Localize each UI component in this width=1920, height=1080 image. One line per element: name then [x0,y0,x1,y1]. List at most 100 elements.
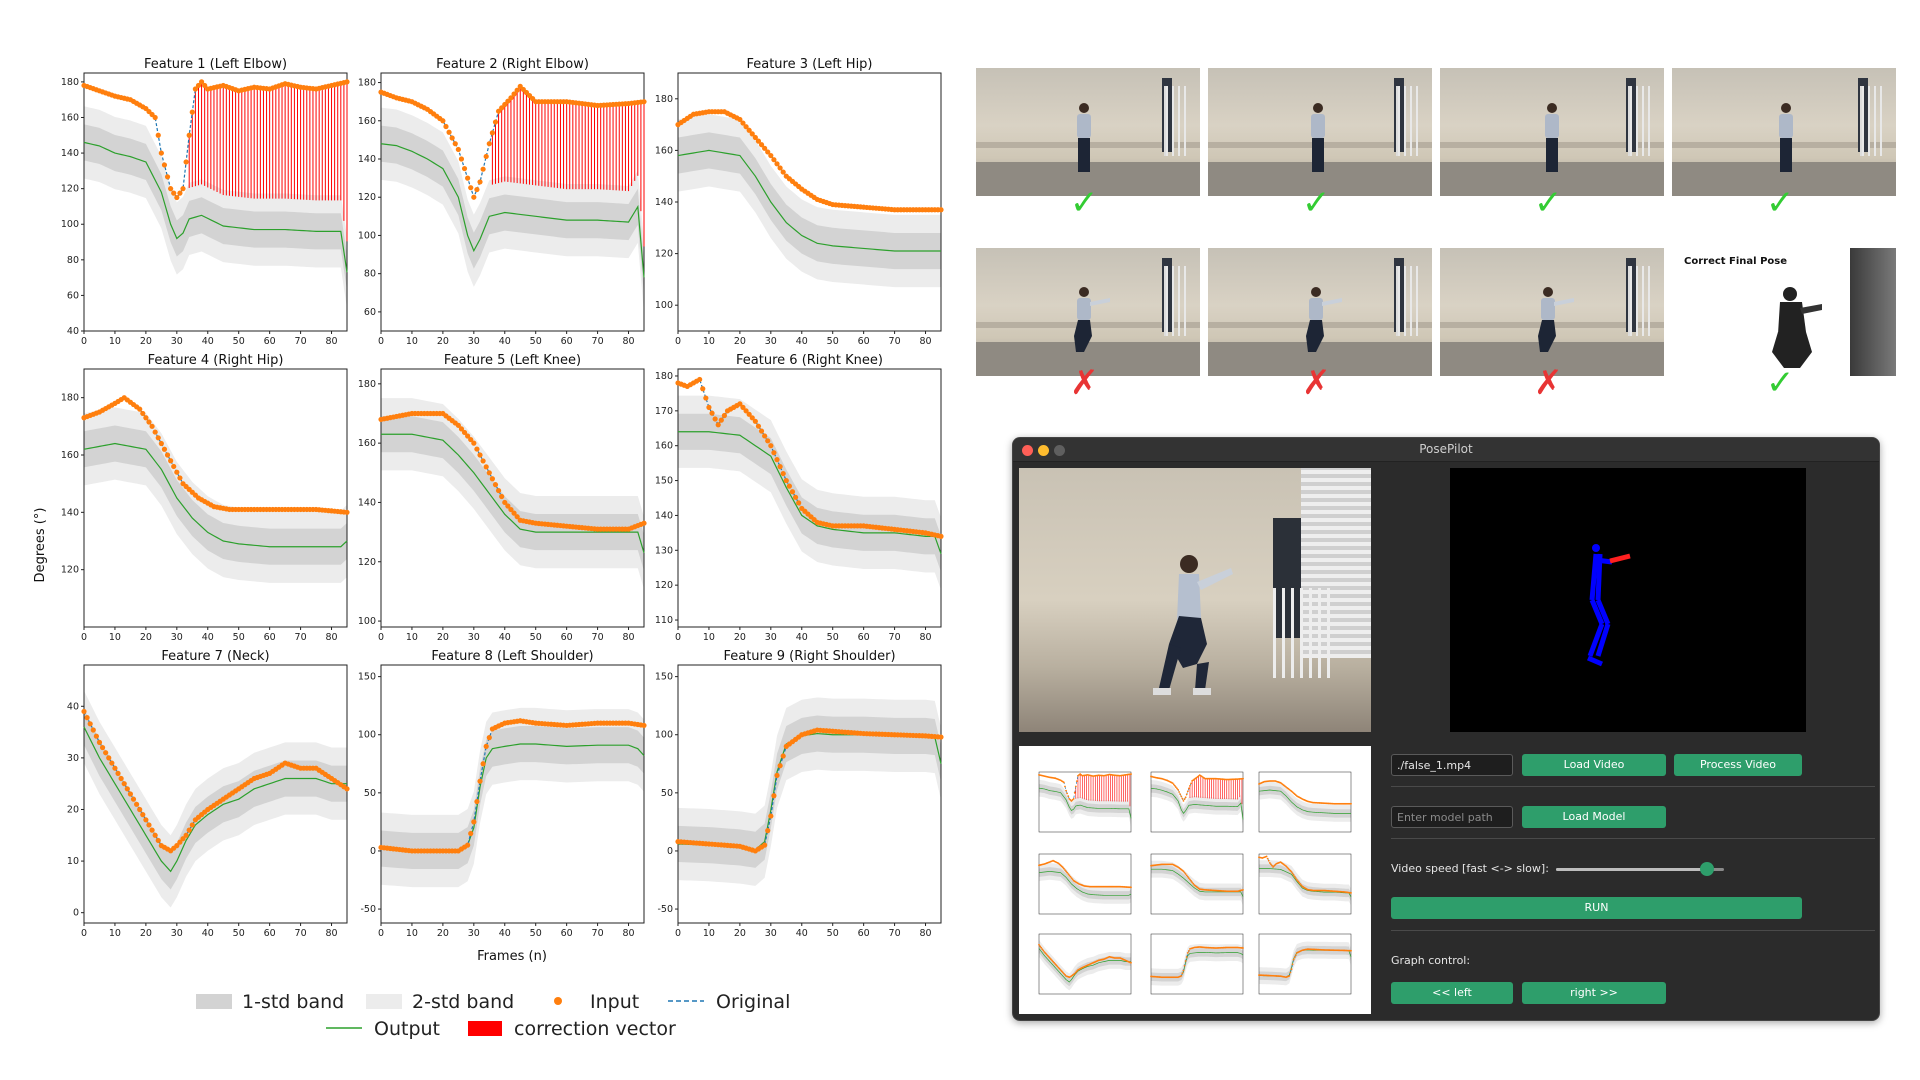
input-point [127,791,134,797]
input-point [1177,788,1179,791]
video-path-input[interactable] [1391,754,1513,776]
input-point [762,433,768,439]
posepilot-window: PosePilot [1012,437,1880,1021]
y-tick-label: 140 [655,510,673,521]
input-point [1186,790,1189,793]
input-point [1066,871,1069,874]
x-tick-label: 20 [734,632,746,643]
input-point [1294,877,1297,880]
plot-frame [677,368,942,628]
x-tick-label: 0 [378,928,384,939]
input-point [477,179,483,185]
y-tick-label: 140 [358,154,376,165]
check-icon: ✓ [1766,183,1795,223]
load-model-button[interactable]: Load Model [1522,806,1666,828]
input-point [1050,958,1052,961]
input-point [740,120,746,126]
x-tick-label: 20 [140,336,152,347]
input-point [1289,971,1292,974]
x-tick-label: 80 [325,336,337,347]
input-point [143,415,149,421]
input-point [112,765,118,771]
video-speed-slider[interactable] [1556,862,1724,876]
x-tick-label: 70 [889,336,901,347]
input-point [1180,795,1183,798]
input-point [749,131,755,137]
input-point [1176,787,1178,790]
right-button[interactable]: right >> [1522,982,1666,1004]
input-point [1180,974,1183,977]
input-point [109,760,115,766]
y-tick-label: 100 [655,730,673,741]
input-point [171,190,177,196]
std1-band [678,715,941,868]
skeleton-view [1450,468,1806,732]
x-tick-label: 50 [530,336,542,347]
input-point [183,832,189,838]
load-video-button[interactable]: Load Video [1522,754,1666,776]
input-point [1064,869,1066,871]
x-tick-label: 60 [858,928,870,939]
input-point [449,135,455,141]
input-point [121,781,127,787]
slider-handle[interactable] [1700,862,1715,876]
input-point [1288,974,1291,977]
input-point [771,157,777,163]
x-tick-label: 20 [734,336,746,347]
input-point [177,190,183,196]
input-point [1068,874,1071,877]
input-point [1062,867,1065,870]
model-path-input[interactable] [1391,806,1513,828]
y-tick-label: 180 [655,94,673,105]
legend-original: Original [716,991,790,1013]
input-point [140,812,146,818]
pose-frame [1208,248,1432,376]
input-point [99,744,106,751]
process-video-button[interactable]: Process Video [1674,754,1802,776]
input-point [743,408,749,414]
input-point [155,435,161,441]
input-point [189,822,195,828]
input-point [752,418,758,424]
x-tick-label: 40 [202,928,214,939]
y-tick-label: 160 [61,450,79,461]
input-point [508,506,514,513]
y-tick-label: 100 [358,730,376,741]
panel-title: Feature 5 (Left Knee) [444,353,581,368]
input-point [641,520,647,526]
x-tick-label: 30 [765,928,777,939]
input-point [468,185,474,191]
y-tick-label: 160 [61,112,79,123]
plot-frame [1150,853,1244,915]
input-point [774,161,780,167]
y-tick-label: 40 [67,326,79,337]
input-point [1190,879,1192,882]
plot-frame [83,368,348,628]
minimize-button[interactable] [1038,445,1049,456]
input-point [1172,783,1175,786]
feature-chart [1258,933,1352,995]
x-tick-label: 60 [264,632,276,643]
run-button[interactable]: RUN [1391,897,1802,919]
input-point [1350,949,1352,952]
input-point [514,87,520,93]
y-tick-label: 140 [61,507,79,518]
output-line [1038,787,1132,819]
input-point [774,457,780,463]
input-point [786,483,792,489]
zoom-button[interactable] [1054,445,1065,456]
input-point [195,82,202,89]
y-tick-label: 140 [358,497,376,508]
left-button[interactable]: << left [1391,982,1513,1004]
y-tick-label: 180 [61,77,79,88]
input-point [1051,959,1053,962]
panel-title: Feature 7 (Neck) [161,649,269,664]
input-point [758,428,765,434]
x-tick-label: 30 [468,928,480,939]
legend-band2: 2-std band [412,991,514,1013]
input-point [1171,782,1174,785]
input-point [161,446,168,452]
close-button[interactable] [1022,445,1033,456]
check-icon: ✓ [1302,183,1331,223]
input-point [465,842,471,848]
